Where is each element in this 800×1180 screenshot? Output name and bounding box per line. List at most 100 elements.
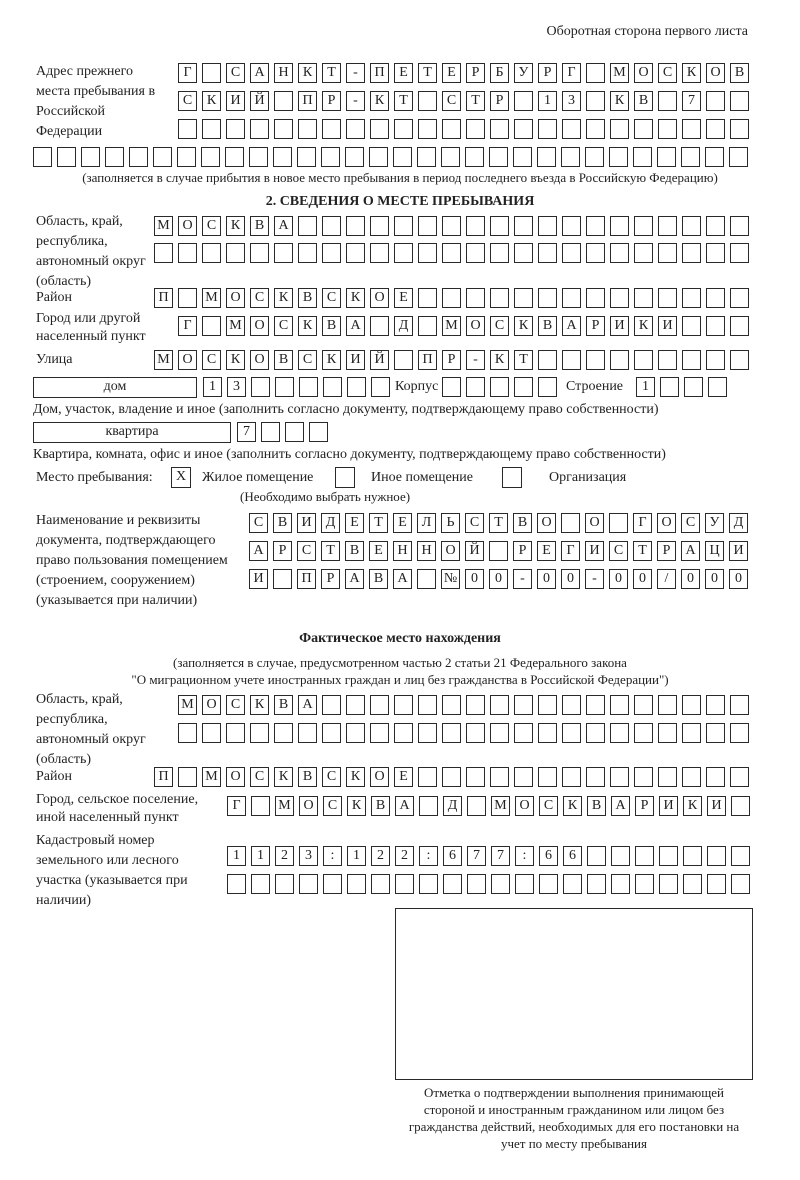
char-cell[interactable]: Й bbox=[465, 541, 484, 561]
char-cell[interactable] bbox=[682, 767, 701, 787]
char-cell[interactable]: К bbox=[490, 350, 509, 370]
char-cell[interactable]: С bbox=[250, 288, 269, 308]
char-cell[interactable]: / bbox=[657, 569, 676, 589]
char-cell[interactable]: Г bbox=[178, 316, 197, 336]
char-cell[interactable] bbox=[154, 243, 173, 263]
char-cell[interactable] bbox=[684, 377, 703, 397]
char-cell[interactable] bbox=[707, 846, 726, 866]
char-cell[interactable] bbox=[345, 147, 364, 167]
char-cell[interactable]: И bbox=[249, 569, 268, 589]
char-cell[interactable]: Р bbox=[635, 796, 654, 816]
char-cell[interactable]: А bbox=[345, 569, 364, 589]
char-cell[interactable]: А bbox=[250, 63, 269, 83]
char-cell[interactable] bbox=[467, 796, 486, 816]
char-cell[interactable] bbox=[611, 874, 630, 894]
char-cell[interactable] bbox=[226, 243, 245, 263]
char-cell[interactable]: М bbox=[442, 316, 461, 336]
char-cell[interactable]: Т bbox=[466, 91, 485, 111]
char-cell[interactable]: Е bbox=[394, 288, 413, 308]
char-cell[interactable]: А bbox=[346, 316, 365, 336]
char-cell[interactable] bbox=[586, 91, 605, 111]
char-cell[interactable] bbox=[659, 874, 678, 894]
char-cell[interactable] bbox=[299, 377, 318, 397]
char-cell[interactable]: А bbox=[611, 796, 630, 816]
char-cell[interactable]: - bbox=[346, 63, 365, 83]
char-cell[interactable] bbox=[442, 243, 461, 263]
char-cell[interactable]: С bbox=[298, 350, 317, 370]
char-cell[interactable] bbox=[285, 422, 304, 442]
char-cell[interactable]: П bbox=[297, 569, 316, 589]
char-cell[interactable]: М bbox=[202, 288, 221, 308]
char-cell[interactable]: Р bbox=[490, 91, 509, 111]
char-cell[interactable] bbox=[370, 216, 389, 236]
char-cell[interactable] bbox=[177, 147, 196, 167]
char-cell[interactable]: С bbox=[490, 316, 509, 336]
char-cell[interactable] bbox=[706, 119, 725, 139]
char-cell[interactable] bbox=[275, 377, 294, 397]
char-cell[interactable] bbox=[706, 91, 725, 111]
char-cell[interactable] bbox=[490, 288, 509, 308]
char-cell[interactable] bbox=[587, 874, 606, 894]
char-cell[interactable] bbox=[394, 243, 413, 263]
char-cell[interactable]: К bbox=[370, 91, 389, 111]
char-cell[interactable] bbox=[298, 723, 317, 743]
char-cell[interactable]: Г bbox=[561, 541, 580, 561]
char-cell[interactable]: О bbox=[370, 288, 389, 308]
char-cell[interactable] bbox=[467, 874, 486, 894]
char-cell[interactable] bbox=[635, 874, 654, 894]
char-cell[interactable]: Р bbox=[273, 541, 292, 561]
char-cell[interactable]: И bbox=[658, 316, 677, 336]
char-cell[interactable] bbox=[730, 316, 749, 336]
char-cell[interactable]: 0 bbox=[537, 569, 556, 589]
char-cell[interactable] bbox=[417, 569, 436, 589]
char-cell[interactable] bbox=[490, 377, 509, 397]
char-cell[interactable]: 7 bbox=[682, 91, 701, 111]
char-cell[interactable]: К bbox=[563, 796, 582, 816]
char-cell[interactable] bbox=[394, 723, 413, 743]
char-cell[interactable]: У bbox=[514, 63, 533, 83]
char-cell[interactable] bbox=[274, 119, 293, 139]
char-cell[interactable] bbox=[706, 723, 725, 743]
char-cell[interactable]: - bbox=[466, 350, 485, 370]
char-cell[interactable] bbox=[706, 316, 725, 336]
char-cell[interactable] bbox=[514, 288, 533, 308]
char-cell[interactable]: Е bbox=[537, 541, 556, 561]
char-cell[interactable]: Й bbox=[370, 350, 389, 370]
char-cell[interactable] bbox=[658, 767, 677, 787]
char-cell[interactable] bbox=[490, 119, 509, 139]
char-cell[interactable]: К bbox=[682, 63, 701, 83]
char-cell[interactable] bbox=[538, 288, 557, 308]
char-cell[interactable] bbox=[538, 119, 557, 139]
char-cell[interactable] bbox=[586, 723, 605, 743]
char-cell[interactable]: Е bbox=[393, 513, 412, 533]
char-cell[interactable]: В bbox=[513, 513, 532, 533]
char-cell[interactable] bbox=[634, 243, 653, 263]
char-cell[interactable] bbox=[562, 767, 581, 787]
char-cell[interactable]: 7 bbox=[491, 846, 510, 866]
char-cell[interactable]: К bbox=[610, 91, 629, 111]
char-cell[interactable] bbox=[250, 243, 269, 263]
char-cell[interactable]: И bbox=[585, 541, 604, 561]
char-cell[interactable]: С bbox=[226, 63, 245, 83]
char-cell[interactable] bbox=[660, 377, 679, 397]
char-cell[interactable] bbox=[347, 377, 366, 397]
char-cell[interactable] bbox=[442, 767, 461, 787]
char-cell[interactable] bbox=[466, 723, 485, 743]
char-cell[interactable] bbox=[538, 723, 557, 743]
char-cell[interactable] bbox=[370, 243, 389, 263]
char-cell[interactable] bbox=[202, 243, 221, 263]
char-cell[interactable]: В bbox=[274, 695, 293, 715]
char-cell[interactable] bbox=[491, 874, 510, 894]
char-cell[interactable] bbox=[346, 216, 365, 236]
char-cell[interactable]: 0 bbox=[681, 569, 700, 589]
char-cell[interactable]: Н bbox=[393, 541, 412, 561]
char-cell[interactable] bbox=[538, 767, 557, 787]
char-cell[interactable] bbox=[273, 147, 292, 167]
char-cell[interactable]: 0 bbox=[561, 569, 580, 589]
char-cell[interactable] bbox=[321, 147, 340, 167]
char-cell[interactable] bbox=[514, 695, 533, 715]
char-cell[interactable]: Т bbox=[514, 350, 533, 370]
char-cell[interactable]: О bbox=[657, 513, 676, 533]
char-cell[interactable]: - bbox=[585, 569, 604, 589]
char-cell[interactable] bbox=[730, 216, 749, 236]
